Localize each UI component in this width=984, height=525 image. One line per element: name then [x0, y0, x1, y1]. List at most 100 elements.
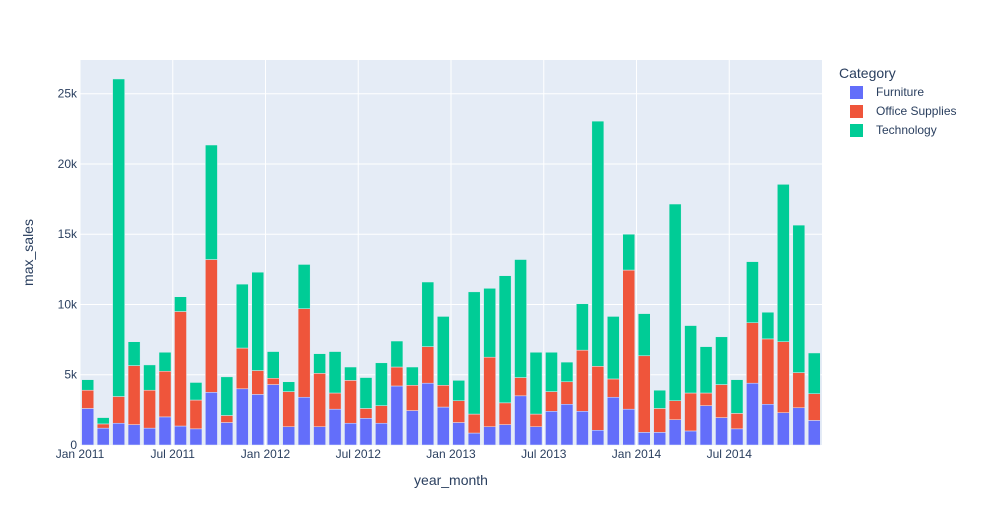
bar-furniture	[653, 432, 666, 446]
bar-furniture	[730, 428, 744, 446]
bar-furniture	[220, 422, 234, 446]
bar-technology	[112, 78, 125, 397]
bar-furniture	[637, 432, 651, 446]
legend-title: Category	[839, 65, 896, 81]
bar-technology	[607, 316, 620, 380]
bar-technology	[205, 144, 218, 260]
bar-office-supplies	[174, 311, 187, 427]
bar-furniture	[359, 418, 373, 446]
bar-office-supplies	[792, 372, 806, 409]
bar-furniture	[715, 417, 728, 446]
x-tick-label: Jul 2013	[521, 447, 567, 461]
legend-swatch-office-supplies[interactable]	[850, 105, 863, 118]
legend-label-office-supplies[interactable]: Office Supplies	[876, 104, 957, 118]
bar-furniture	[390, 385, 404, 446]
bar-technology	[498, 275, 512, 404]
bar-technology	[622, 233, 636, 271]
x-tick-labels: Jan 2011 Jul 2011 Jan 2012 Jul 2012 Jan 2013…	[56, 447, 753, 461]
bar-technology	[297, 264, 311, 309]
bar-technology	[684, 325, 697, 394]
legend-swatch-furniture[interactable]	[850, 86, 863, 99]
x-tick-label: Jan 2014	[612, 447, 662, 461]
bar-office-supplies	[483, 356, 496, 427]
bar-technology	[452, 380, 466, 401]
bar-technology	[174, 296, 187, 312]
bar-furniture	[607, 396, 620, 446]
bar-furniture	[205, 392, 218, 446]
bar-office-supplies	[452, 400, 466, 423]
bar-technology	[560, 361, 574, 383]
bar-technology	[545, 352, 558, 392]
x-tick-label: Jan 2011	[56, 447, 105, 461]
bar-technology	[96, 417, 110, 425]
bar-furniture	[684, 430, 697, 446]
bar-technology	[390, 340, 404, 368]
bar-office-supplies	[467, 413, 481, 434]
bar-furniture	[266, 384, 280, 446]
bar-technology	[220, 376, 234, 416]
bar-furniture	[297, 396, 311, 446]
bar-office-supplies	[591, 366, 605, 431]
bar-technology	[483, 288, 496, 358]
bar-technology	[777, 184, 790, 342]
bar-office-supplies	[668, 400, 682, 420]
bar-office-supplies	[251, 370, 265, 395]
bar-office-supplies	[637, 355, 651, 433]
bar-furniture	[467, 432, 481, 446]
bar-office-supplies	[730, 413, 744, 430]
bar-office-supplies	[390, 366, 404, 387]
bar-technology	[81, 379, 95, 391]
bar-office-supplies	[112, 396, 125, 424]
bar-office-supplies	[684, 392, 697, 432]
x-tick-label: Jan 2012	[241, 447, 291, 461]
bar-furniture	[591, 429, 605, 446]
bar-office-supplies	[607, 378, 620, 398]
x-tick-label: Jan 2013	[426, 447, 476, 461]
bar-furniture	[529, 426, 543, 446]
y-tick-label: 10k	[58, 297, 78, 311]
y-axis-title: max_sales	[20, 219, 36, 286]
bar-furniture	[699, 405, 713, 446]
bar-office-supplies	[807, 393, 821, 421]
bar-office-supplies	[406, 385, 419, 411]
legend-label-technology[interactable]: Technology	[876, 123, 937, 137]
bar-furniture	[668, 419, 682, 446]
bar-technology	[158, 352, 172, 372]
y-tick-label: 20k	[58, 157, 78, 171]
bar-office-supplies	[236, 347, 249, 390]
bar-furniture	[436, 406, 450, 446]
bar-technology	[637, 313, 651, 357]
gridlines	[79, 60, 822, 445]
bar-technology	[668, 203, 682, 401]
bar-furniture	[746, 382, 759, 446]
bar-furniture	[777, 412, 790, 446]
bar-furniture	[545, 411, 558, 446]
bar-technology	[282, 381, 295, 392]
x-tick-label: Jul 2012	[336, 447, 382, 461]
bar-furniture	[189, 428, 203, 446]
bar-technology	[328, 351, 342, 394]
bar-furniture	[452, 422, 466, 446]
bar-technology	[344, 366, 357, 381]
bar-furniture	[483, 426, 496, 446]
bars	[81, 78, 821, 446]
bar-office-supplies	[344, 380, 357, 424]
bar-furniture	[174, 425, 187, 446]
legend-label-furniture[interactable]: Furniture	[876, 85, 924, 99]
bar-furniture	[576, 411, 589, 446]
bar-technology	[761, 311, 775, 340]
bar-office-supplies	[297, 308, 311, 398]
bar-office-supplies	[282, 391, 295, 427]
bar-technology	[266, 351, 280, 379]
bar-technology	[591, 120, 605, 367]
bar-office-supplies	[529, 413, 543, 427]
bar-office-supplies	[421, 346, 435, 384]
bar-office-supplies	[143, 389, 156, 429]
bar-technology	[699, 346, 713, 394]
bar-office-supplies	[96, 423, 110, 429]
bar-office-supplies	[498, 402, 512, 425]
bar-technology	[514, 259, 527, 378]
legend-swatch-technology[interactable]	[850, 124, 863, 137]
bar-office-supplies	[205, 259, 218, 393]
bar-office-supplies	[189, 399, 203, 430]
